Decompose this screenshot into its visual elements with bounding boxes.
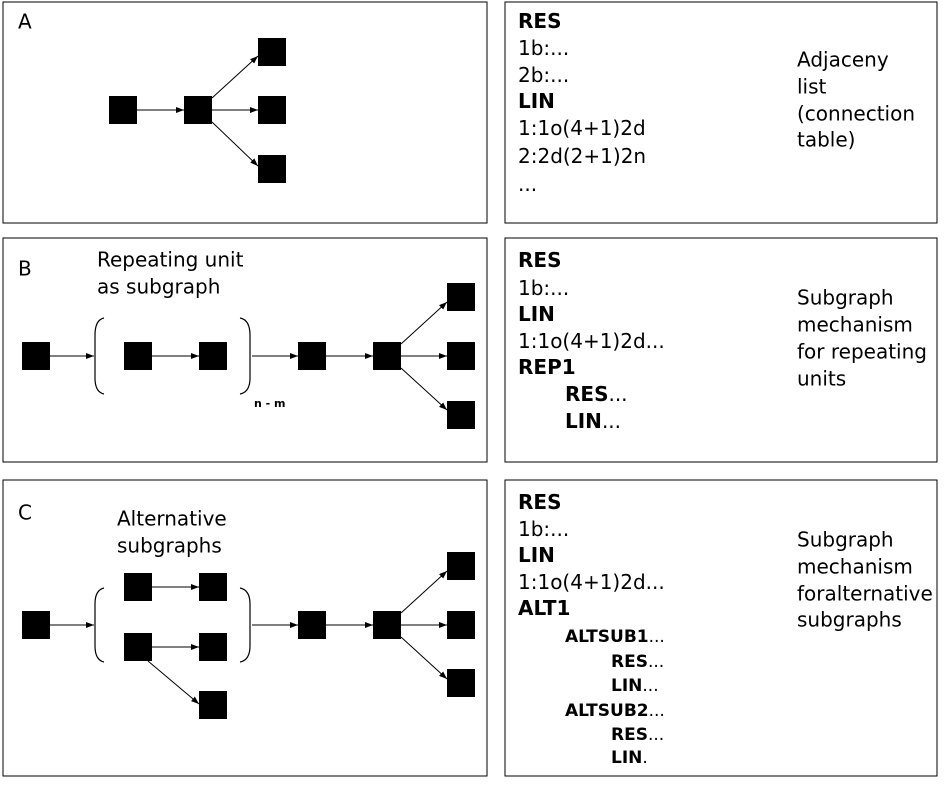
keyword: LIN xyxy=(611,748,642,768)
code-line: RES xyxy=(518,490,561,514)
code-text: ... xyxy=(648,725,664,745)
code-text: ... xyxy=(608,382,627,406)
panels xyxy=(2,1,938,777)
graph-c xyxy=(22,552,475,719)
keyword: REP1 xyxy=(518,355,576,379)
code-line: LIN xyxy=(518,89,555,113)
code-line: ALT1 xyxy=(518,596,570,620)
code-line: LIN xyxy=(518,543,555,567)
description: (connection xyxy=(797,102,915,126)
keyword: RES xyxy=(611,652,648,672)
description: foralternative xyxy=(797,582,933,606)
code-text: 1:1o(4+1)2d... xyxy=(518,329,665,353)
code-line: LIN... xyxy=(565,409,621,433)
code-line: 1:1o(4+1)2d... xyxy=(518,570,665,594)
code-line: 1:1o(4+1)2d... xyxy=(518,329,665,353)
description: mechanism xyxy=(797,555,913,579)
code-line: 1b:... xyxy=(518,276,569,300)
code-text: . xyxy=(642,748,647,768)
panel-box xyxy=(504,237,938,463)
code-line: RES xyxy=(518,9,561,33)
code-line: LIN... xyxy=(611,676,659,696)
code-text: ... xyxy=(642,676,658,696)
code-text: 1b:... xyxy=(518,276,569,300)
panel-box xyxy=(2,1,488,224)
code-text: ... xyxy=(602,409,621,433)
panel-box xyxy=(2,479,488,777)
code-line: RES... xyxy=(565,382,628,406)
code-text: 1b:... xyxy=(518,517,569,541)
keyword: LIN xyxy=(518,302,555,326)
code-text: ... xyxy=(649,701,665,721)
code-line: LIN. xyxy=(611,748,648,768)
keyword: RES xyxy=(518,248,561,272)
keyword: RES xyxy=(611,725,648,745)
code-text: 2:2d(2+1)2n xyxy=(518,144,646,168)
keyword: ALT1 xyxy=(518,596,570,620)
code-text: ... xyxy=(648,652,664,672)
repeat-label: n - m xyxy=(254,397,286,410)
code-text: 1b:... xyxy=(518,36,569,60)
keyword: RES xyxy=(518,490,561,514)
caption: Repeating unit xyxy=(97,248,244,272)
description: subgraphs xyxy=(797,608,902,632)
description: list xyxy=(797,75,827,99)
graph-b xyxy=(22,283,475,429)
code-text: 1:1o(4+1)2d... xyxy=(518,570,665,594)
keyword: RES xyxy=(518,9,561,33)
keyword: ALTSUB1 xyxy=(565,627,649,647)
code-text: ... xyxy=(518,172,537,196)
code-line: 2:2d(2+1)2n xyxy=(518,144,646,168)
caption: Alternative xyxy=(117,507,227,531)
code-line: RES... xyxy=(611,652,664,672)
description: table) xyxy=(797,128,855,152)
keyword: LIN xyxy=(611,676,642,696)
code-line: 2b:... xyxy=(518,63,569,87)
panel-box xyxy=(2,237,488,463)
code-line: 1:1o(4+1)2d xyxy=(518,116,646,140)
caption: as subgraph xyxy=(97,275,220,299)
code-line: 1b:... xyxy=(518,36,569,60)
panel-label: B xyxy=(18,257,32,281)
code-line: REP1 xyxy=(518,355,576,379)
code-line: 1b:... xyxy=(518,517,569,541)
code-line: LIN xyxy=(518,302,555,326)
code-text: 1:1o(4+1)2d xyxy=(518,116,646,140)
code-text: ... xyxy=(649,627,665,647)
description: Subgraph xyxy=(797,286,894,310)
description: Adjaceny xyxy=(797,48,889,72)
keyword: LIN xyxy=(565,409,602,433)
keyword: RES xyxy=(565,382,608,406)
keyword: ALTSUB2 xyxy=(565,701,649,721)
description: for repeating xyxy=(797,340,927,364)
code-line: ... xyxy=(518,172,537,196)
panel-box xyxy=(504,479,938,777)
description: mechanism xyxy=(797,313,913,337)
code-line: RES... xyxy=(611,725,664,745)
code-text: 2b:... xyxy=(518,63,569,87)
code-line: ALTSUB2... xyxy=(565,701,665,721)
panel-label: C xyxy=(18,501,32,525)
keyword: LIN xyxy=(518,89,555,113)
graph-a xyxy=(109,38,286,183)
keyword: LIN xyxy=(518,543,555,567)
description: Subgraph xyxy=(797,528,894,552)
caption: subgraphs xyxy=(117,534,222,558)
panel-label: A xyxy=(18,10,32,34)
code-line: RES xyxy=(518,248,561,272)
code-line: ALTSUB1... xyxy=(565,627,665,647)
panel-box xyxy=(504,1,938,224)
labels: A B C Repeating unit as subgraph n - m A… xyxy=(18,10,286,558)
description: units xyxy=(797,367,846,391)
